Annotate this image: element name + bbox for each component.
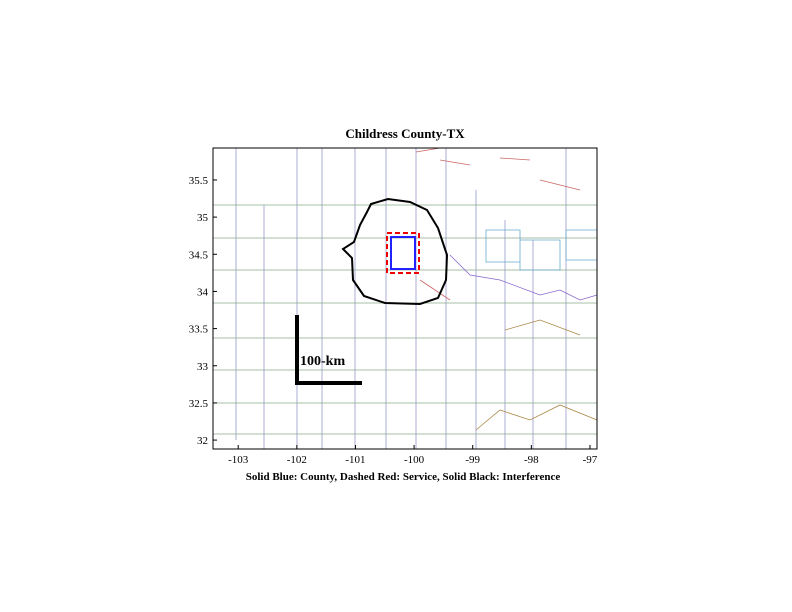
x-tick-label: -100	[404, 454, 425, 466]
county-outline	[390, 236, 416, 270]
y-tick-label: 35.5	[189, 175, 209, 187]
y-tick-label: 32.5	[189, 398, 209, 410]
y-tick-label: 33	[197, 361, 209, 373]
y-tick-label: 34	[197, 286, 209, 298]
map-title: Childress County-TX	[345, 126, 465, 141]
map-caption: Solid Blue: County, Dashed Red: Service,…	[246, 471, 561, 483]
y-tick-label: 32	[197, 435, 208, 447]
y-tick-label: 33.5	[189, 324, 209, 336]
scale-bar	[295, 315, 362, 385]
service-area	[386, 232, 420, 274]
x-tick-label: -102	[287, 454, 307, 466]
x-tick-label: -98	[524, 454, 539, 466]
x-tick-label: -101	[345, 454, 365, 466]
plot-frame	[212, 147, 598, 450]
x-tick-label: -103	[228, 454, 249, 466]
interference-contour	[341, 197, 449, 306]
y-tick-label: 35	[197, 212, 209, 224]
x-tick-label: -97	[583, 454, 598, 466]
county-boundaries	[213, 147, 598, 449]
scale-label: 100-km	[300, 354, 345, 369]
x-tick-label: -99	[465, 454, 480, 466]
y-tick-label: 34.5	[189, 249, 209, 261]
